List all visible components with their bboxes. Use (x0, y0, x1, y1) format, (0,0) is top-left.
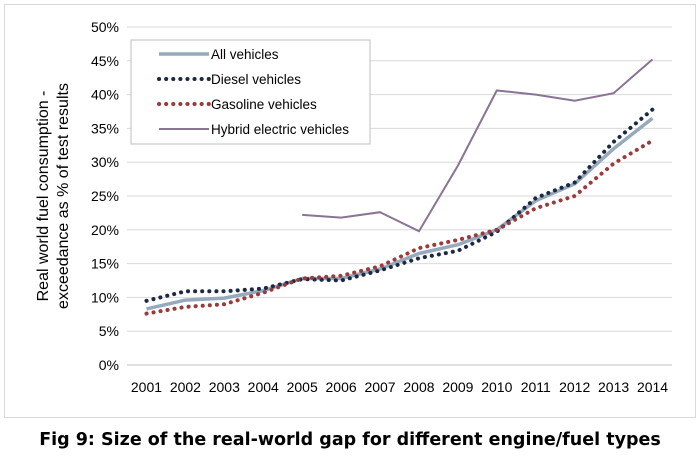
y-axis-title-line-1: Real world fuel consumption - (35, 91, 52, 302)
series-line-gasoline-vehicles (144, 138, 655, 316)
y-tick-label: 0% (99, 357, 119, 373)
y-tick-label: 40% (91, 87, 119, 103)
x-tick-label: 2005 (287, 379, 318, 395)
y-tick-label: 20% (91, 222, 119, 238)
series-line-all-vehicles (146, 116, 654, 311)
x-tick-label: 2011 (521, 379, 551, 395)
legend-label: Diesel vehicles (211, 72, 301, 87)
line-chart: 0% 5% 10% 15% 20% 25% 30% 35% 40% 45% 50% 2001 2002 2… (35, 19, 672, 395)
x-tick-label: 2014 (637, 379, 668, 395)
x-tick-label: 2002 (170, 379, 201, 395)
chart-frame (4, 4, 696, 418)
legend-label: All vehicles (211, 47, 279, 62)
x-tick-label: 2013 (598, 379, 629, 395)
legend-box (130, 39, 371, 145)
y-tick-label: 35% (91, 120, 119, 136)
x-tick-label: 2012 (559, 379, 590, 395)
legend-label: Gasoline vehicles (211, 97, 317, 112)
y-tick-label: 10% (91, 289, 119, 305)
x-tick-label: 2001 (131, 379, 162, 395)
y-tick-label: 30% (91, 154, 119, 170)
y-tick-label: 50% (91, 19, 119, 35)
legend-label: Hybrid electric vehicles (211, 122, 349, 137)
y-tick-label: 5% (99, 323, 119, 339)
series-line-diesel-vehicles (144, 107, 655, 303)
x-tick-label: 2003 (209, 379, 240, 395)
figure-caption: Fig 9: Size of the real-world gap for di… (39, 430, 661, 450)
y-axis-title-line-2: exceedance as % of test results (55, 83, 72, 309)
series-line-hybrid-electric-vehicles (302, 58, 654, 233)
y-tick-label: 25% (91, 188, 119, 204)
x-tick-label: 2006 (326, 379, 357, 395)
x-tick-label: 2009 (442, 379, 473, 395)
x-tick-label: 2007 (364, 379, 395, 395)
x-tick-label: 2010 (481, 379, 512, 395)
y-tick-label: 15% (91, 256, 119, 272)
x-tick-label: 2008 (403, 379, 434, 395)
y-tick-label: 45% (91, 53, 119, 69)
x-tick-label: 2004 (248, 379, 279, 395)
